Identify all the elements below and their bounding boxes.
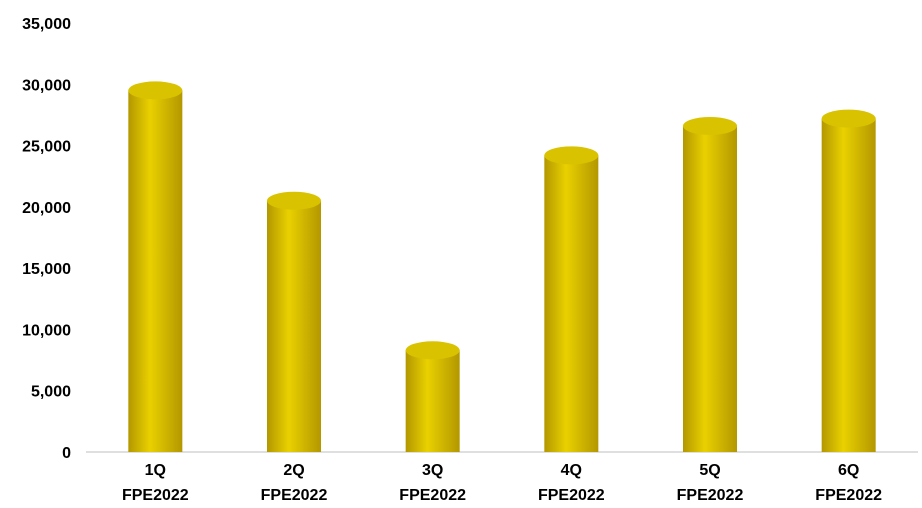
bar-top	[544, 146, 599, 165]
bar	[405, 341, 460, 452]
y-tick-label: 0	[62, 445, 71, 462]
x-tick-label: FPE2022	[261, 487, 328, 504]
bar-body	[544, 155, 599, 452]
bar	[544, 146, 599, 452]
x-tick-label: 4Q	[561, 462, 582, 479]
bar-body	[821, 118, 876, 452]
x-tick-label: 1Q	[145, 462, 166, 479]
bar	[821, 109, 876, 452]
bar	[683, 116, 737, 453]
y-tick-label: 5,000	[31, 384, 71, 401]
x-axis: 1Q FPE2022 2Q FPE2022 3Q FPE2022 4Q FPE2022 5Q FP…	[86, 451, 918, 504]
y-tick-label: 10,000	[22, 322, 71, 339]
y-tick-label: 15,000	[22, 261, 71, 278]
x-tick-label: FPE2022	[815, 487, 882, 504]
x-tick-label: 2Q	[283, 462, 304, 479]
bar	[128, 81, 183, 453]
y-axis: 0 5,000 10,000 15,000 20,000 25,000 30,000 35,0…	[22, 16, 71, 462]
bar-body	[128, 90, 183, 453]
bar-top	[128, 81, 183, 100]
x-tick-label: FPE2022	[122, 487, 189, 504]
y-tick-label: 25,000	[22, 139, 71, 156]
bar-top	[267, 191, 321, 210]
x-tick-label: FPE2022	[399, 487, 466, 504]
x-tick-label: 3Q	[422, 462, 443, 479]
bar	[267, 191, 321, 452]
bar-body	[683, 125, 737, 453]
y-tick-label: 20,000	[22, 200, 71, 217]
y-tick-label: 30,000	[22, 77, 71, 94]
x-tick-label: 5Q	[699, 462, 720, 479]
y-tick-label: 35,000	[22, 16, 71, 33]
x-tick-label: FPE2022	[677, 487, 744, 504]
x-tick-label: 6Q	[838, 462, 859, 479]
bar-top	[821, 109, 876, 128]
bar-body	[405, 350, 460, 452]
bar-top	[405, 341, 460, 360]
x-tick-label: FPE2022	[538, 487, 605, 504]
bar-body	[267, 200, 321, 452]
bar-top	[683, 116, 737, 135]
bars	[128, 81, 876, 453]
